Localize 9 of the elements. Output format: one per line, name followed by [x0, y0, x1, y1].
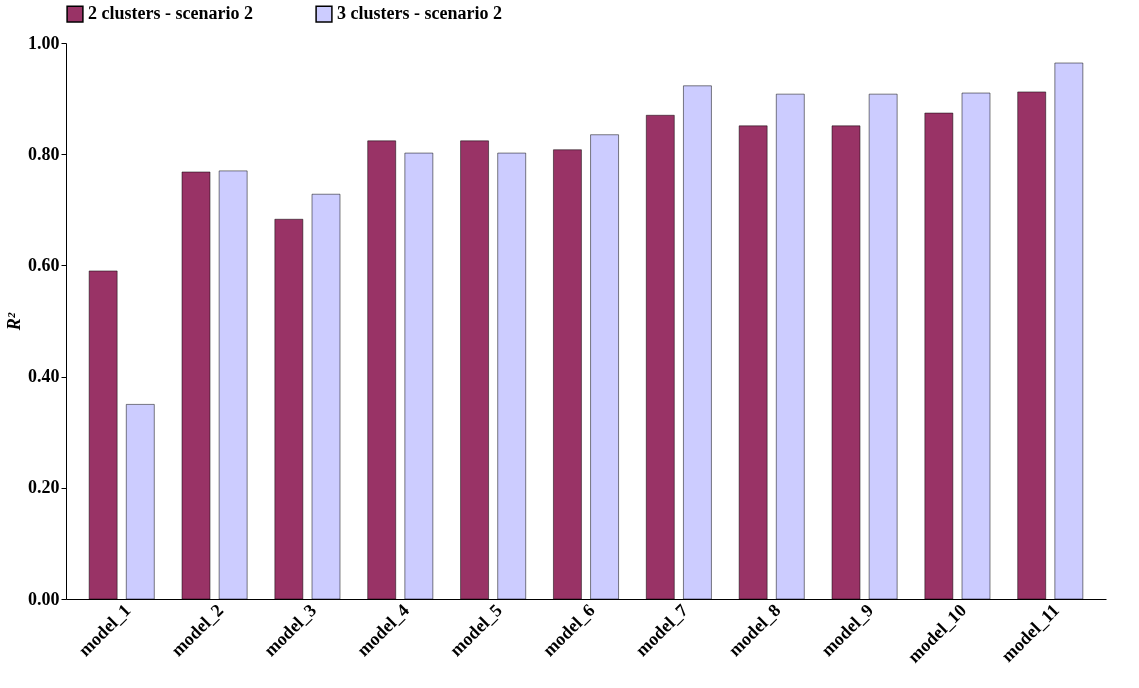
y-tick-label: 0.60	[28, 254, 60, 275]
legend-label: 3 clusters - scenario 2	[337, 3, 502, 24]
y-tick-label: 0.20	[28, 477, 60, 498]
legend-label: 2 clusters - scenario 2	[88, 3, 253, 24]
y-tick-label: 0.00	[28, 588, 60, 609]
y-tick-label: 1.00	[28, 32, 60, 53]
y-tick-label: 0.80	[28, 143, 60, 164]
y-tick-label: 0.40	[28, 366, 60, 387]
y-axis-title: R²	[4, 312, 24, 332]
